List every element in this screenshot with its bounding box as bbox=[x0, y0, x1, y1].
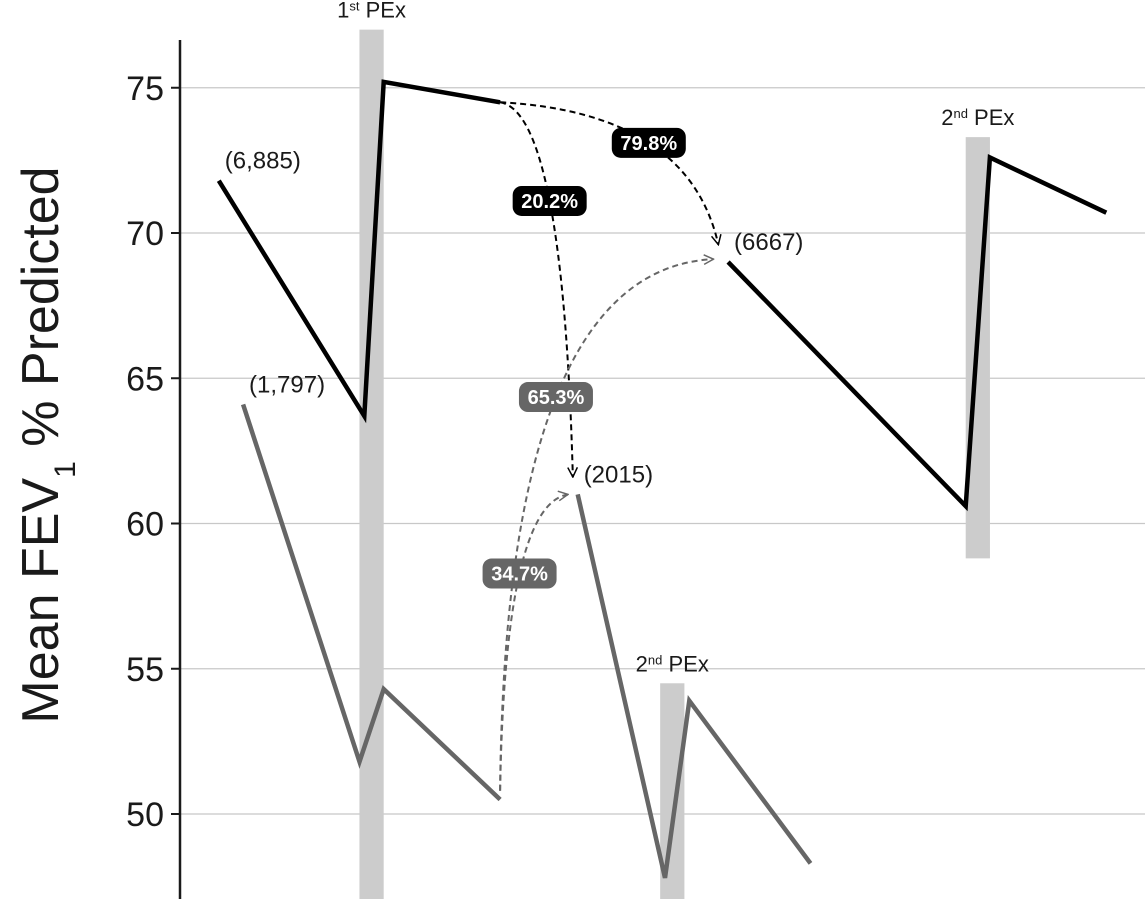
y-tick-label-55: 55 bbox=[126, 651, 164, 689]
y-axis-label-main: Mean FEV bbox=[12, 478, 70, 724]
badge-text: 20.2% bbox=[521, 191, 578, 213]
series-1-segment-2 bbox=[726, 154, 1108, 512]
transition-arrow-2 bbox=[499, 101, 573, 477]
badge-text: 79.8% bbox=[620, 133, 677, 155]
transition-badge-2: 20.2% bbox=[512, 185, 587, 216]
pex-label-3: 2nd PEx bbox=[941, 105, 1014, 130]
series-2-segment-1 bbox=[240, 403, 502, 802]
series-2-segment-2 bbox=[575, 493, 813, 879]
badge-bg bbox=[512, 185, 587, 216]
y-axis-label-subscript: 1 bbox=[49, 461, 82, 478]
y-tick-label-50: 50 bbox=[126, 796, 164, 834]
y-axis-label: Mean FEV1 % Predicted bbox=[12, 166, 82, 723]
transition-badge-1: 79.8% bbox=[611, 127, 686, 158]
transition-badge-4: 34.7% bbox=[482, 558, 557, 589]
y-tick-label-75: 75 bbox=[126, 70, 164, 108]
transition-arrow-3 bbox=[499, 259, 713, 791]
pex-band-2 bbox=[660, 683, 685, 899]
y-tick-label-65: 65 bbox=[126, 360, 164, 398]
segment-label-2-2: (2015) bbox=[584, 461, 653, 488]
segment-label-1-1: (6,885) bbox=[225, 148, 301, 175]
badge-bg bbox=[518, 382, 593, 413]
pex-bands bbox=[359, 29, 990, 899]
badge-bg bbox=[611, 127, 686, 158]
pex-label-1: 1st PEx bbox=[337, 0, 406, 23]
badge-bg bbox=[482, 558, 557, 589]
segment-labels: (6,885) (6667) (1,797) (2015) bbox=[225, 148, 804, 489]
transition-badges: 79.8% 20.2% 65.3% 34.7% bbox=[482, 127, 686, 589]
series-lines bbox=[216, 79, 1108, 879]
transition-badge-3: 65.3% bbox=[518, 382, 593, 413]
y-tick-label-70: 70 bbox=[126, 215, 164, 253]
series-1-segment-1 bbox=[216, 79, 501, 424]
badge-text: 65.3% bbox=[528, 387, 585, 409]
transition-arrow-1 bbox=[500, 101, 718, 244]
transition-arrow-4 bbox=[499, 494, 568, 791]
y-axis-label-rest: % Predicted bbox=[12, 166, 70, 461]
y-tick-label-60: 60 bbox=[126, 506, 164, 544]
segment-label-1-2: (6667) bbox=[734, 229, 803, 256]
y-axis: 50 55 60 65 70 75 bbox=[126, 40, 182, 899]
segment-label-2-1: (1,797) bbox=[249, 371, 325, 398]
badge-text: 34.7% bbox=[491, 564, 548, 586]
pex-labels: 1st PEx 2nd PEx 2nd PEx bbox=[337, 0, 1014, 676]
pex-label-2: 2nd PEx bbox=[636, 651, 709, 676]
